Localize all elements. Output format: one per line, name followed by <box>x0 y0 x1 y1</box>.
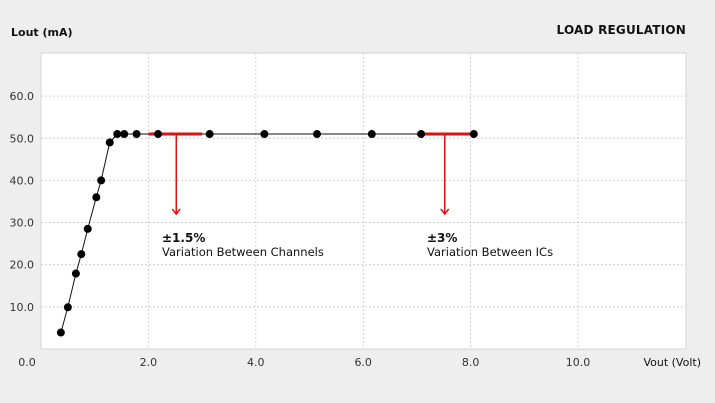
y-tick-label: 50.0 <box>10 132 35 145</box>
annotation-arrow-head <box>171 208 181 216</box>
data-point <box>417 130 426 139</box>
x-axis-label: Vout (Volt) <box>643 356 701 369</box>
data-point <box>132 130 141 139</box>
annotation-channels-value: ±1.5% <box>162 231 206 245</box>
y-tick-label: 60.0 <box>10 90 35 103</box>
data-point <box>83 224 92 233</box>
annotation-channels-text: Variation Between Channels <box>162 245 324 259</box>
data-point <box>120 130 129 139</box>
data-point <box>97 176 106 185</box>
y-tick-label: 40.0 <box>10 174 35 187</box>
data-point <box>56 328 65 337</box>
y-tick-label: 10.0 <box>10 301 35 314</box>
annotation-ics-text: Variation Between ICs <box>427 245 554 259</box>
annotation-arrow-head <box>440 208 450 216</box>
chart-title: LOAD REGULATION <box>556 23 686 37</box>
annotation-ics: ±3% Variation Between ICs <box>427 231 553 259</box>
data-point <box>313 130 322 139</box>
x-tick-label: 6.0 <box>354 356 372 369</box>
x-tick-label: 0.0 <box>18 356 36 369</box>
annotation-channels: ±1.5% Variation Between Channels <box>162 231 324 259</box>
x-tick-label: 8.0 <box>462 356 480 369</box>
y-tick-label: 30.0 <box>10 217 35 230</box>
y-tick-label: 20.0 <box>10 259 35 272</box>
x-tick-label: 10.0 <box>566 356 591 369</box>
y-axis-label: Lout (mA) <box>11 26 73 39</box>
data-point <box>105 138 114 147</box>
annotation-ics-value: ±3% <box>427 231 458 245</box>
data-point <box>63 303 72 312</box>
data-point <box>205 130 214 139</box>
data-point <box>469 130 478 139</box>
data-point <box>154 130 163 139</box>
data-point <box>367 130 376 139</box>
x-tick-label: 4.0 <box>247 356 265 369</box>
data-point <box>77 250 86 259</box>
data-point <box>71 269 80 278</box>
x-tick-label: 2.0 <box>140 356 158 369</box>
data-point <box>92 193 101 202</box>
data-point <box>260 130 269 139</box>
data-point <box>113 130 122 139</box>
